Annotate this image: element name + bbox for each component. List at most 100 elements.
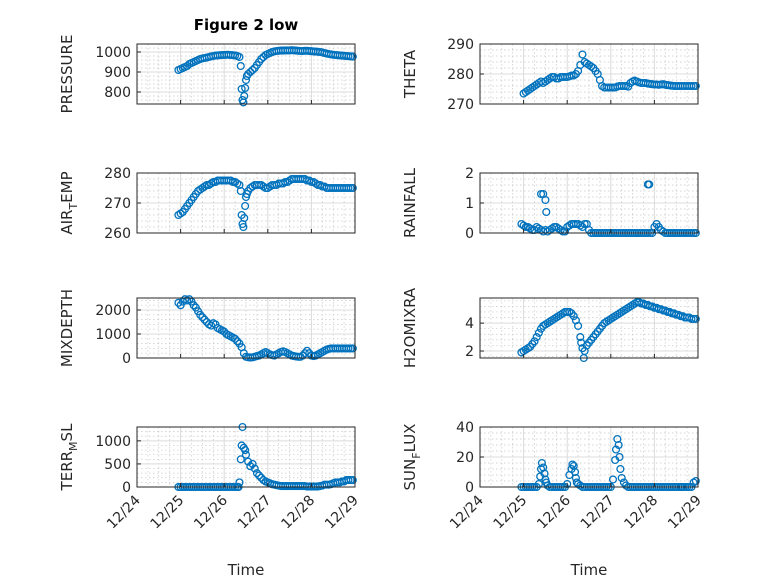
y-tick-label: 500: [104, 457, 131, 473]
subplot-8: 0 20 40 12/24 12/25 12/26 12/27 12/28 12/29 SUNFL…: [401, 420, 705, 532]
subplot-5: 0 1000 2000 MIXDEPTH: [58, 289, 357, 367]
data-point: [578, 50, 587, 59]
data-point: [608, 475, 618, 484]
data-point: [257, 54, 266, 64]
data-point: [244, 457, 253, 466]
x-tick-label: 12/27: [235, 493, 275, 533]
subplot-1: 800 900 1000 PRESSURE: [58, 35, 357, 114]
y-tick-label: 1000: [95, 434, 131, 450]
y-axis-label: H2OMIXRA: [401, 287, 419, 368]
y-tick-label: 270: [104, 196, 131, 212]
x-tick-label: 12/25: [148, 493, 188, 533]
y-tick-label: 2: [465, 344, 474, 360]
x-tick-label: 12/29: [322, 493, 362, 533]
data-point: [587, 62, 596, 71]
data-point: [348, 344, 357, 353]
x-tick-label: 12/27: [578, 493, 618, 533]
y-tick-label: 290: [447, 37, 474, 53]
y-tick-label: 0: [122, 480, 131, 496]
subplot-4: 0 1 2 RAINFALL: [401, 166, 700, 242]
axes-box: [479, 297, 699, 359]
y-axis-label-main: SUN: [401, 459, 419, 491]
data-point: [235, 52, 244, 62]
data-point: [348, 476, 357, 485]
subplot-3: 260 270 280 AIRTEMP: [58, 166, 357, 242]
data-point: [241, 201, 250, 211]
data-point: [176, 209, 185, 218]
data-point: [691, 476, 700, 486]
y-axis-label-main: AIR: [58, 210, 76, 235]
x-tick-label: 12/25: [491, 493, 531, 533]
axes-box: [479, 172, 699, 234]
y-tick-label: 0: [465, 480, 474, 496]
y-axis-label: AIRTEMP: [58, 171, 80, 234]
data-point: [300, 174, 309, 184]
data-point: [189, 301, 198, 310]
x-axis-label-left: Time: [227, 561, 265, 579]
x-tick-label: 12/28: [278, 493, 318, 533]
x-tick-label: 12/24: [447, 492, 487, 532]
y-axis-label-subscript: F: [410, 452, 423, 458]
y-tick-label: 260: [104, 226, 131, 242]
y-axis-label-main: MIXDEPTH: [58, 289, 76, 367]
y-axis-label-main: RAINFALL: [401, 167, 419, 238]
data-point: [196, 310, 205, 319]
y-axis-label: PRESSURE: [58, 35, 76, 114]
x-tick-label: 12/29: [665, 493, 705, 533]
y-axis-label-subscript: M: [67, 441, 80, 451]
data-point: [614, 440, 623, 450]
data-point: [560, 227, 570, 236]
data-point: [532, 333, 541, 342]
y-axis-label: TERRMSL: [58, 423, 80, 492]
y-axis-label-main: PRESSURE: [58, 35, 76, 114]
y-axis-label: MIXDEPTH: [58, 289, 76, 367]
data-point: [200, 315, 209, 324]
y-tick-label: 20: [456, 450, 474, 466]
y-tick-label: 1000: [95, 45, 131, 61]
y-tick-label: 1000: [95, 327, 131, 343]
data-point: [255, 471, 264, 480]
data-point: [691, 81, 700, 91]
data-point: [316, 180, 325, 190]
data-point: [534, 328, 543, 337]
data-point: [541, 195, 550, 205]
data-point: [207, 179, 216, 188]
data-point: [617, 473, 626, 483]
x-axis-label-right: Time: [570, 561, 608, 579]
y-tick-label: 1: [465, 196, 474, 212]
data-point: [616, 464, 625, 474]
y-tick-label: 40: [456, 420, 474, 436]
data-point: [198, 313, 207, 322]
data-point: [241, 450, 251, 459]
data-point: [240, 91, 249, 101]
data-point: [302, 346, 312, 355]
data-point: [645, 180, 654, 189]
y-tick-label: 4: [465, 316, 474, 332]
data-point: [568, 460, 577, 469]
subplot-2: 270 280 290 THETA: [401, 37, 700, 113]
y-tick-label: 900: [104, 65, 131, 81]
data-point: [241, 83, 250, 93]
data-point: [236, 61, 245, 71]
data-point: [530, 337, 539, 346]
y-tick-label: 280: [447, 67, 474, 83]
x-tick-label: 12/28: [621, 493, 661, 533]
axes-box: [136, 43, 356, 105]
y-tick-label: 2: [465, 166, 474, 182]
data-point: [200, 182, 209, 191]
y-tick-label: 270: [447, 97, 474, 113]
data-point: [252, 469, 261, 478]
axes-box: [136, 426, 356, 488]
data-point: [689, 478, 698, 487]
data-point: [241, 446, 250, 455]
data-point: [237, 84, 246, 94]
data-point: [574, 321, 583, 330]
data-point: [537, 458, 546, 468]
data-point: [348, 52, 357, 61]
x-tick-label: 12/26: [191, 492, 231, 532]
figure-title: Figure 2 low: [194, 16, 299, 34]
data-point: [519, 221, 528, 230]
y-tick-label: 280: [104, 166, 131, 182]
y-axis-label-tail: LUX: [401, 424, 419, 453]
